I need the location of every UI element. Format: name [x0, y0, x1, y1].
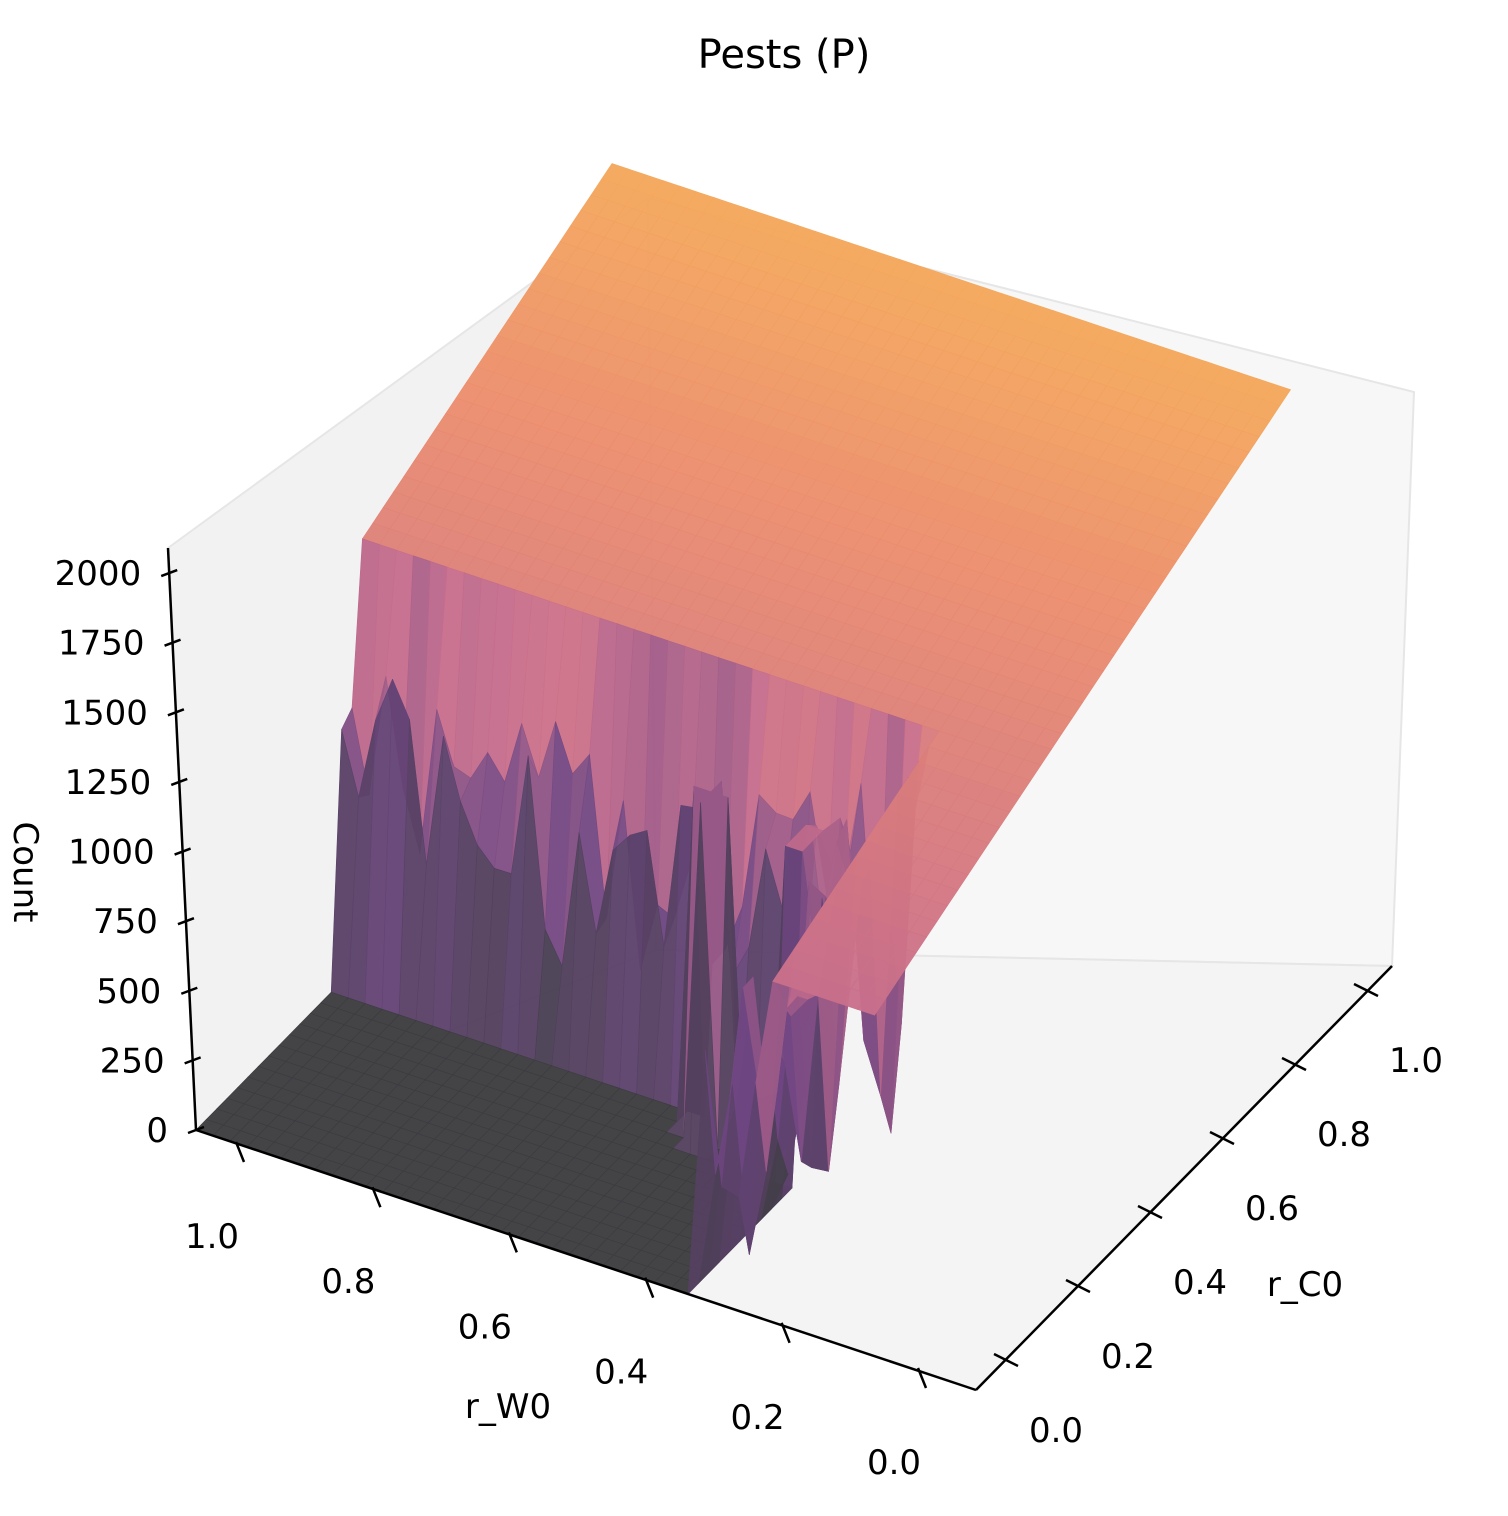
- z-tick-label: 2000: [55, 554, 142, 594]
- x-tick-label: 0.2: [731, 1398, 785, 1438]
- x-tick-mark: [371, 1186, 382, 1208]
- x-tick-mark: [507, 1231, 518, 1253]
- y-tick-mark: [1209, 1130, 1235, 1146]
- x-tick-label: 0.4: [594, 1353, 648, 1393]
- surface-facet: [857, 993, 886, 1016]
- z-axis-line: [166, 547, 198, 1131]
- x-tick-mark: [644, 1277, 655, 1299]
- y-tick-mark: [1137, 1204, 1163, 1220]
- y-axis-ticks: 0.0 0.2 0.4 0.6 0.8 1.0: [993, 982, 1443, 1451]
- z-tick-mark: [180, 986, 198, 995]
- z-tick-label: 1250: [65, 763, 152, 803]
- z-tick-label: 1500: [61, 693, 148, 733]
- z-tick-label: 750: [93, 902, 158, 942]
- y-tick-label: 0.4: [1173, 1263, 1227, 1303]
- z-tick-label: 500: [96, 972, 161, 1012]
- z-tick-mark: [170, 777, 188, 787]
- z-tick-mark: [187, 1125, 205, 1135]
- z-tick-mark: [184, 1056, 202, 1065]
- chart-title: Pests (P): [698, 32, 871, 78]
- x-tick-label: 1.0: [185, 1217, 239, 1257]
- y-tick-label: 0.6: [1245, 1189, 1299, 1229]
- z-tick-mark: [167, 708, 185, 717]
- y-tick-label: 0.8: [1317, 1115, 1371, 1155]
- z-tick-mark: [164, 638, 181, 647]
- y-tick-mark: [993, 1352, 1019, 1368]
- x-tick-label: 0.6: [458, 1307, 512, 1347]
- y-tick-mark: [1353, 982, 1379, 998]
- y-axis-label: r_C0: [1267, 1265, 1343, 1305]
- z-tick-label: 0: [146, 1111, 168, 1151]
- y-tick-mark: [1065, 1278, 1091, 1294]
- x-axis-line: [195, 1128, 977, 1392]
- surface-mesh: [195, 163, 1292, 1295]
- z-axis-label: Count: [5, 822, 45, 923]
- x-tick-mark: [234, 1141, 246, 1163]
- z-tick-label: 1000: [68, 833, 155, 873]
- x-axis-label: r_W0: [465, 1387, 551, 1427]
- z-tick-label: 250: [100, 1041, 165, 1081]
- y-tick-mark: [1281, 1056, 1307, 1072]
- z-axis-ticks: 0 250 500 750 1000 1250 1500 1750 2000: [55, 554, 205, 1151]
- y-tick-label: 0.0: [1029, 1411, 1083, 1451]
- y-tick-label: 0.2: [1101, 1337, 1155, 1377]
- x-tick-label: 0.0: [867, 1443, 921, 1483]
- y-tick-label: 1.0: [1389, 1041, 1443, 1081]
- z-tick-mark: [160, 568, 178, 578]
- x-tick-mark: [780, 1322, 791, 1344]
- y-axis-line: [975, 965, 1393, 1391]
- x-tick-mark: [916, 1367, 928, 1389]
- z-tick-mark: [177, 916, 195, 926]
- z-tick-label: 1750: [58, 624, 145, 664]
- z-tick-mark: [174, 847, 192, 856]
- x-axis-ticks: 0.0 0.2 0.4 0.6 0.8 1.0: [185, 1141, 928, 1483]
- x-tick-label: 0.8: [321, 1262, 375, 1302]
- axis-lines: [166, 547, 1393, 1392]
